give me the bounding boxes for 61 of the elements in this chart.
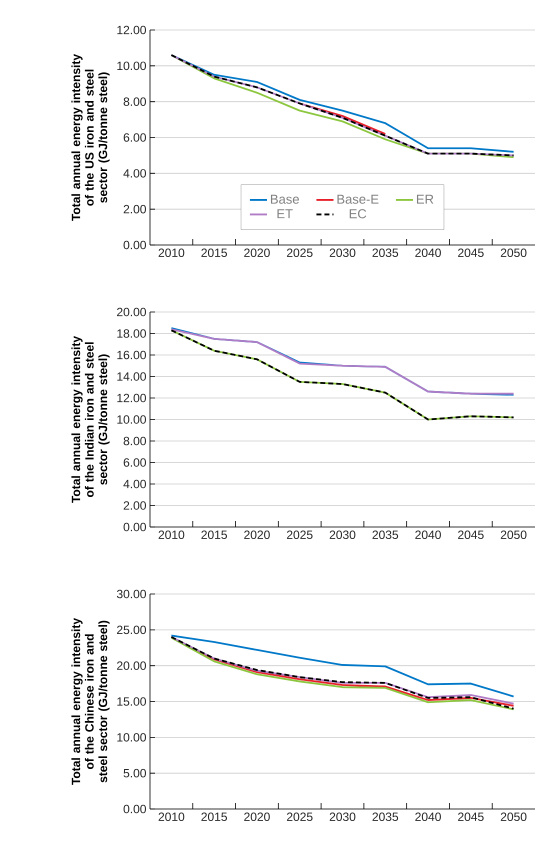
y-tick-label: 12.00 xyxy=(117,26,146,34)
x-tick-label: 2030 xyxy=(330,530,356,540)
y-tick-label: 15.00 xyxy=(117,697,146,706)
x-tick-label: 2045 xyxy=(458,812,484,822)
y-tick-label: 12.00 xyxy=(117,394,146,402)
y-tick-label: 25.00 xyxy=(117,626,146,634)
x-tick-label: 2035 xyxy=(372,812,398,822)
y-tick-label: 30.00 xyxy=(116,590,146,598)
x-tick-label: 2025 xyxy=(286,248,313,258)
y-axis-title: Total annual energy intensity of the Indian iron and steel sector (GJ/tonne steel) xyxy=(71,336,110,503)
y-axis-title: Total annual energy intensity of the US iron and steel sector (GJ/tonne steel) xyxy=(71,54,110,221)
y-tick-label: 8.00 xyxy=(124,436,146,446)
x-tick-label: 2025 xyxy=(286,530,313,540)
x-tick-label: 2030 xyxy=(330,248,356,258)
y-tick-label: 20.00 xyxy=(117,308,146,316)
y-tick-label: 14.00 xyxy=(117,372,146,381)
x-tick-label: 2010 xyxy=(158,812,184,822)
x-tick-label: 2050 xyxy=(500,248,526,258)
x-tick-label: 2025 xyxy=(286,812,313,822)
x-tick-label: 2015 xyxy=(201,248,227,258)
legend-label: Base-E xyxy=(337,194,378,204)
x-tick-label: 2015 xyxy=(201,812,227,822)
x-tick-label: 2040 xyxy=(415,530,441,540)
y-tick-label: 10.00 xyxy=(117,733,146,742)
x-tick-label: 2050 xyxy=(500,812,526,822)
x-tick-label: 2040 xyxy=(415,812,441,822)
y-tick-label: 0.00 xyxy=(124,240,146,250)
x-tick-label: 2045 xyxy=(458,248,484,258)
y-tick-label: 6.00 xyxy=(124,458,146,467)
x-tick-label: 2020 xyxy=(244,530,270,540)
y-tick-label: 0.00 xyxy=(124,804,146,814)
x-tick-label: 2040 xyxy=(415,248,441,258)
x-tick-label: 2050 xyxy=(500,530,526,540)
y-tick-label: 6.00 xyxy=(124,133,146,142)
y-tick-label: 2.00 xyxy=(124,501,146,510)
y-tick-label: 18.00 xyxy=(117,329,146,338)
line-series xyxy=(170,329,514,420)
y-tick-label: 10.00 xyxy=(117,62,146,70)
legend-label: EC xyxy=(350,209,366,218)
y-tick-label: 0.00 xyxy=(124,522,146,532)
y-tick-label: 4.00 xyxy=(123,480,146,488)
x-tick-label: 2015 xyxy=(201,530,227,540)
x-tick-label: 2020 xyxy=(244,248,270,258)
x-tick-label: 2030 xyxy=(330,812,356,822)
y-tick-label: 8.00 xyxy=(124,97,146,106)
y-axis-title: Total annual energy intensity of the Chinese iron and steel sector (GJ/tonne steel) xyxy=(71,618,110,785)
x-tick-label: 2035 xyxy=(372,530,398,540)
legend-label: ER xyxy=(416,194,434,204)
legend-label: ET xyxy=(277,209,293,218)
legend-label: Base xyxy=(270,194,299,204)
x-tick-label: 2045 xyxy=(458,530,484,540)
y-tick-label: 2.00 xyxy=(124,204,146,214)
x-tick-label: 2010 xyxy=(158,248,184,258)
y-tick-label: 10.00 xyxy=(117,415,146,424)
x-tick-label: 2035 xyxy=(372,248,398,258)
y-tick-label: 20.00 xyxy=(117,661,146,670)
y-tick-label: 5.00 xyxy=(124,768,146,778)
x-tick-label: 2020 xyxy=(244,812,270,822)
x-tick-label: 2010 xyxy=(158,530,184,540)
y-tick-label: 4.00 xyxy=(123,169,146,178)
y-tick-label: 16.00 xyxy=(117,350,146,360)
